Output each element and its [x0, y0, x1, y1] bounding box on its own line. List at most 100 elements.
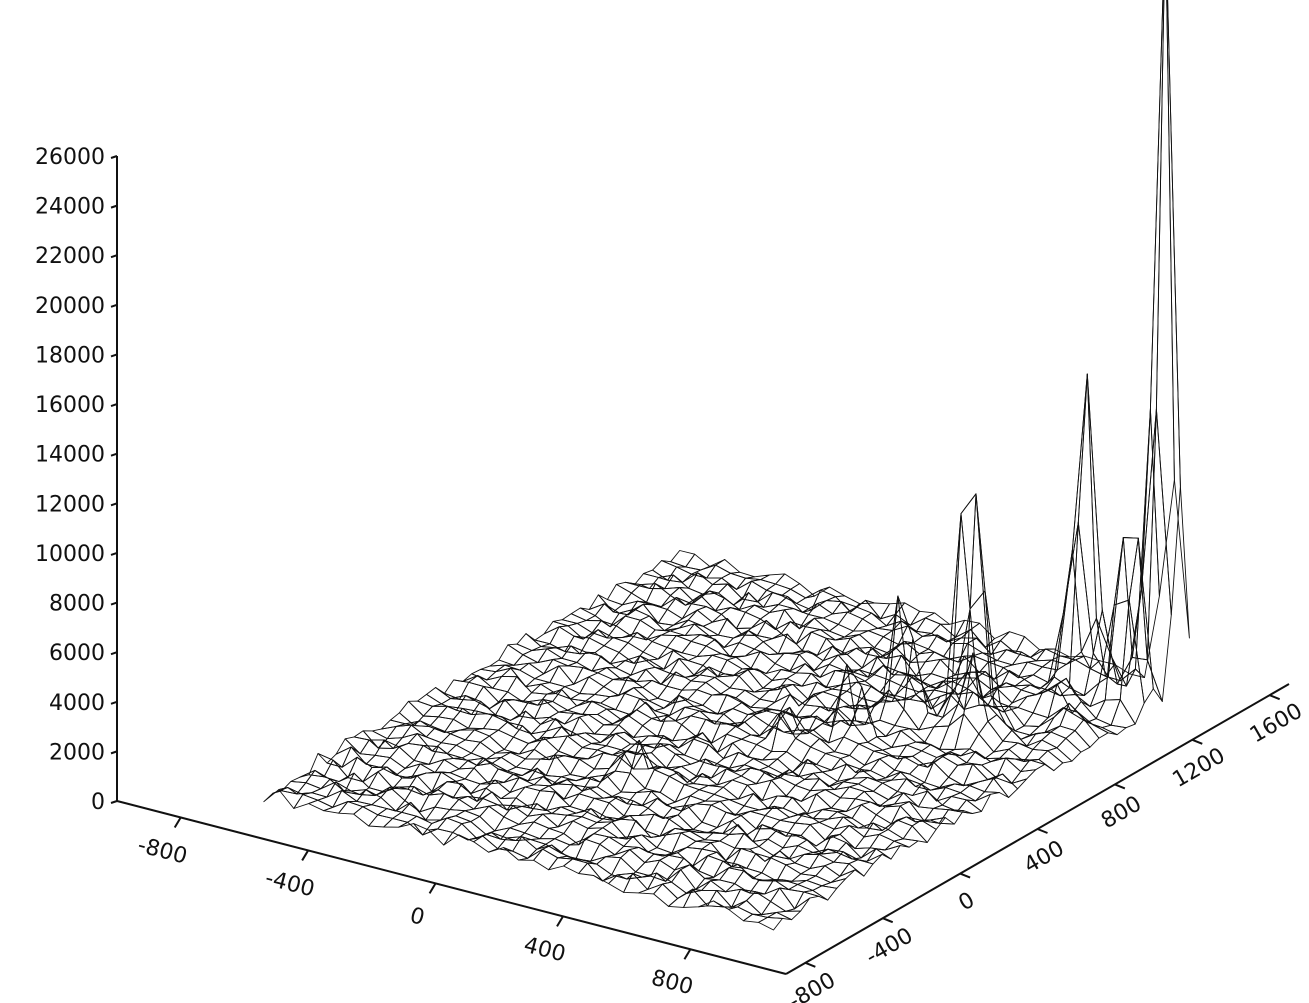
surface-cell	[263, 787, 289, 803]
surface-cell	[1125, 408, 1151, 687]
surface-cell	[587, 821, 613, 829]
surface-cell	[668, 852, 694, 867]
surface-cell	[765, 663, 791, 674]
z-axis: 0 2000 4000 6000 8000 10000 12000 14000 16000 180…	[35, 145, 118, 815]
surface-cell	[368, 814, 394, 828]
surface-cell	[701, 804, 727, 829]
surface-cell	[588, 594, 614, 613]
surface-cell	[296, 782, 322, 795]
surface-cell	[596, 856, 622, 876]
z-tick-label: 16000	[35, 393, 105, 418]
surface-cell	[657, 608, 683, 626]
surface-cell	[1077, 373, 1103, 654]
surface-mesh	[263, 0, 1190, 931]
y-tick-label: 1200	[1169, 743, 1230, 793]
surface-cell	[854, 833, 880, 850]
surface-cell	[918, 756, 944, 768]
surface-cell	[633, 687, 659, 702]
x-tick	[683, 948, 692, 960]
surface-cell	[750, 618, 776, 630]
surface-cell	[758, 916, 783, 931]
surface-cell	[912, 634, 938, 650]
surface-cell	[681, 640, 707, 657]
surface-cell	[842, 776, 868, 785]
surface-cell	[743, 870, 769, 882]
surface-cell	[822, 611, 848, 625]
surface-cell	[902, 825, 928, 843]
surface-cell	[809, 778, 835, 792]
x-tick-label: -800	[135, 833, 190, 870]
y-tick	[882, 917, 894, 924]
surface-cell	[1074, 718, 1100, 748]
surface-cell	[443, 831, 469, 846]
surface-cell	[728, 863, 754, 879]
surface-cell	[704, 867, 730, 881]
surface-cell	[428, 746, 454, 765]
surface-cell	[1110, 699, 1136, 729]
surface-cell	[1038, 707, 1064, 727]
surface-cell	[689, 864, 715, 879]
surface-cell	[839, 786, 865, 800]
surface-cell	[1041, 659, 1067, 671]
surface-cell	[533, 813, 559, 829]
surface-cell	[503, 847, 529, 861]
surface-cell	[570, 607, 596, 621]
z-tick-label: 10000	[35, 542, 105, 567]
z-tick-label: 8000	[49, 592, 105, 617]
surface-cell	[612, 632, 638, 644]
surface-cell	[735, 611, 761, 629]
surface-cell	[1011, 769, 1037, 784]
surface-cell	[803, 772, 829, 788]
z-tick	[110, 254, 118, 259]
surface-cell	[648, 650, 674, 670]
surface-cell	[713, 786, 739, 801]
z-tick-label: 24000	[35, 195, 105, 220]
surface-cell	[750, 698, 776, 709]
surface-cell	[530, 754, 556, 776]
z-tick	[110, 651, 118, 656]
surface-cell	[870, 758, 896, 779]
surface-cell	[666, 635, 692, 654]
surface-cell	[717, 694, 743, 715]
surface-cell	[563, 858, 589, 874]
surface-cell	[797, 809, 823, 819]
surface-cell	[770, 887, 796, 912]
surface-cell	[873, 636, 899, 655]
surface-cell	[697, 572, 723, 586]
surface-cell	[470, 741, 496, 760]
surface-cell	[557, 735, 583, 758]
surface-cell	[449, 798, 475, 812]
surface-cell	[464, 767, 490, 785]
surface-cell	[507, 676, 533, 703]
surface-cell	[779, 850, 805, 864]
surface-cell	[1056, 737, 1082, 762]
x-tick-label: 400	[521, 933, 568, 968]
surface-cell	[714, 713, 740, 727]
surface-cell	[775, 573, 801, 590]
surface-cell	[671, 832, 697, 854]
z-tick-label: 18000	[35, 343, 105, 368]
surface-cell	[768, 758, 793, 775]
surface-cell	[702, 618, 728, 636]
surface-cell	[524, 821, 550, 840]
surface-cell	[815, 865, 841, 884]
y-tick-label: 0	[955, 888, 980, 917]
surface-cell	[525, 678, 551, 688]
surface-cell	[644, 853, 670, 864]
surface-cell	[500, 827, 526, 842]
surface-cell	[500, 786, 526, 800]
z-tick	[110, 502, 118, 507]
surface-cell	[828, 623, 854, 638]
surface-cell	[548, 857, 574, 871]
surface-cell	[723, 669, 749, 677]
surface-cell	[398, 700, 424, 727]
surface-cell	[1017, 692, 1043, 714]
surface-cell	[726, 725, 752, 740]
surface-cell	[1041, 731, 1067, 749]
surface-cell	[606, 583, 632, 606]
surface-cell	[585, 651, 611, 665]
surface-cell	[729, 714, 755, 727]
surface-cell	[518, 736, 544, 755]
